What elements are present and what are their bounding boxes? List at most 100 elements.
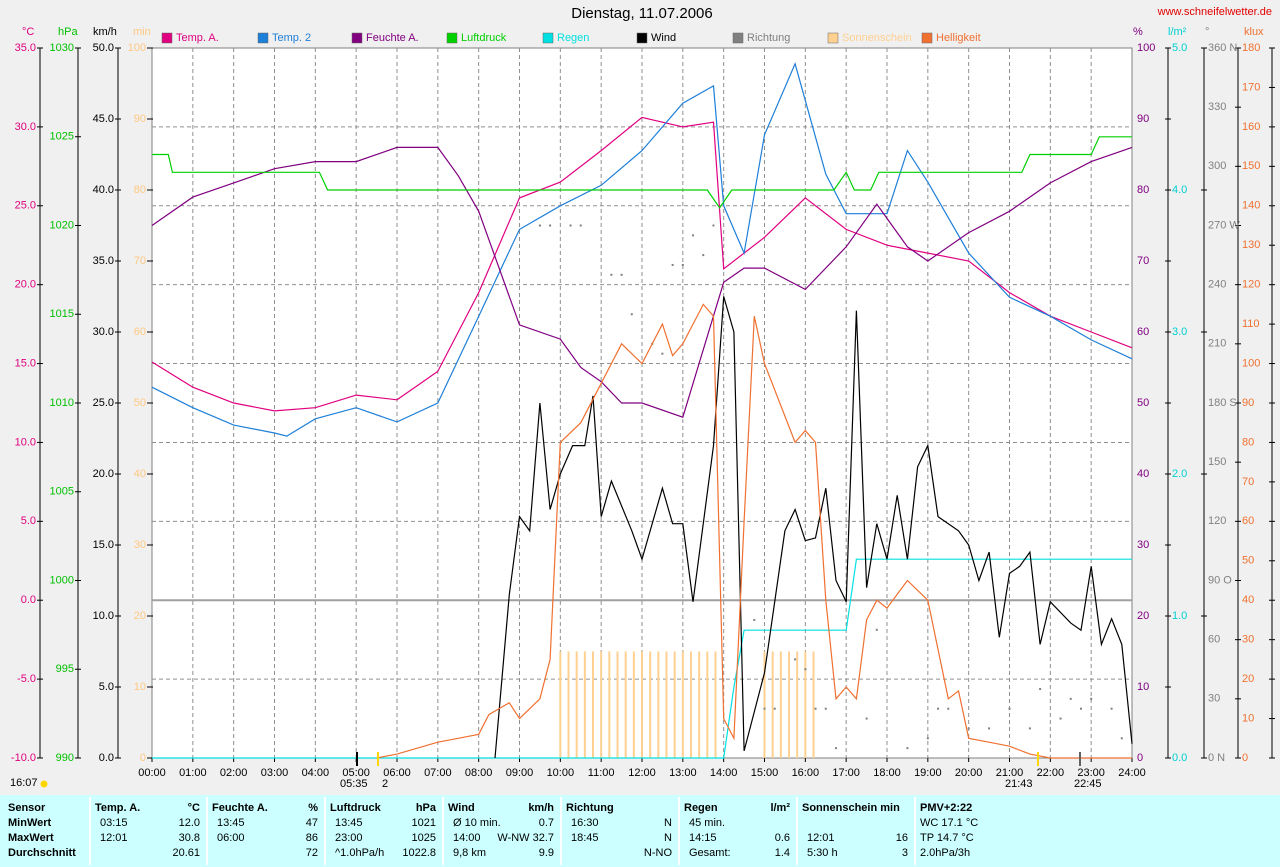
y-tick-label: 1025 bbox=[50, 131, 74, 143]
table-cell: 47 bbox=[306, 817, 318, 829]
x-tick-label: 06:00 bbox=[383, 767, 411, 779]
table-header-unit: km/h bbox=[528, 802, 554, 814]
legend-label: Luftdruck bbox=[461, 32, 507, 44]
grid bbox=[37, 47, 1275, 762]
table-cell: 13:45 bbox=[335, 817, 363, 829]
legend-label: Wind bbox=[651, 32, 676, 44]
point bbox=[1110, 707, 1113, 710]
legend-label: Sonnenschein bbox=[842, 32, 912, 44]
table-header: Sonnenschein min bbox=[802, 802, 900, 814]
x-tick-label: 12:00 bbox=[628, 767, 656, 779]
y-tick-label: 140 bbox=[1242, 200, 1260, 212]
y-tick-label: 0.0 bbox=[1172, 752, 1187, 764]
table-cell: TP 14.7 °C bbox=[920, 832, 974, 844]
y-tick-label: 80 bbox=[134, 184, 146, 196]
table-header: Temp. A. bbox=[95, 802, 140, 814]
x-tick-label: 19:00 bbox=[914, 767, 942, 779]
point bbox=[1120, 737, 1123, 740]
y-tick-label: 20.0 bbox=[93, 468, 114, 480]
legend-swatch bbox=[351, 32, 363, 44]
table-header: Sensor bbox=[8, 802, 46, 814]
y-tick-label: 0.0 bbox=[21, 594, 36, 606]
point bbox=[1028, 727, 1031, 730]
table-cell: 13:45 bbox=[217, 817, 245, 829]
point bbox=[702, 254, 705, 257]
table-cell: 1022.8 bbox=[402, 847, 436, 859]
chart-title: Dienstag, 11.07.2006 bbox=[571, 5, 713, 22]
y-tick-label: 4.0 bbox=[1172, 184, 1187, 196]
y-tick-label: 25.0 bbox=[15, 200, 36, 212]
series-line bbox=[151, 62, 1133, 437]
point bbox=[753, 618, 756, 621]
table-header: PMV+2:22 bbox=[920, 802, 972, 814]
x-tick-label: 00:00 bbox=[138, 767, 166, 779]
source-url: www.schneifelwetter.de bbox=[1157, 6, 1272, 18]
point bbox=[569, 224, 572, 227]
y-tick-label: 2.0 bbox=[1172, 468, 1187, 480]
series-line bbox=[152, 558, 1132, 759]
y-tick-label: 15.0 bbox=[15, 357, 36, 369]
table-header-unit: l/m² bbox=[770, 802, 790, 814]
point bbox=[906, 747, 909, 750]
x-tick-label: 11:00 bbox=[588, 767, 615, 779]
point bbox=[865, 717, 868, 720]
table-cell: 18:45 bbox=[571, 832, 599, 844]
table-cell: 16 bbox=[896, 832, 908, 844]
y-tick-label: 30.0 bbox=[93, 326, 114, 338]
point bbox=[875, 628, 878, 631]
point bbox=[538, 224, 541, 227]
y-tick-label: 80 bbox=[1242, 436, 1254, 448]
table-cell: 45 min. bbox=[689, 817, 725, 829]
table-cell: Ø 10 min. bbox=[453, 817, 501, 829]
x-tick-label: 02:00 bbox=[220, 767, 248, 779]
point bbox=[712, 224, 715, 227]
table-cell: 14:15 bbox=[689, 832, 717, 844]
y-tick-label: 100 bbox=[1137, 42, 1155, 54]
point bbox=[926, 737, 929, 740]
y-tick-label: 1020 bbox=[50, 219, 74, 231]
axis-unit: klux bbox=[1244, 26, 1264, 38]
y-tick-label: 10 bbox=[1242, 712, 1254, 724]
table-cell: 16:30 bbox=[571, 817, 599, 829]
y-tick-label: 360 N bbox=[1208, 42, 1237, 54]
table-cell: 12:01 bbox=[807, 832, 835, 844]
legend-swatch bbox=[921, 32, 933, 44]
point bbox=[937, 707, 940, 710]
time-note: 22:45 bbox=[1074, 778, 1102, 790]
table-cell: 72 bbox=[306, 847, 318, 859]
legend-swatch bbox=[161, 32, 173, 44]
y-tick-label: 1.0 bbox=[1172, 610, 1187, 622]
y-tick-label: 20.0 bbox=[15, 279, 36, 291]
x-tick-label: 14:00 bbox=[710, 767, 738, 779]
table-cell: ^1.0hPa/h bbox=[335, 847, 384, 859]
y-tick-label: 0 bbox=[1242, 752, 1248, 764]
y-tick-label: 45.0 bbox=[93, 113, 114, 125]
table-cell: 1021 bbox=[412, 817, 436, 829]
y-tick-label: 50 bbox=[134, 397, 146, 409]
y-tick-label: 130 bbox=[1242, 239, 1260, 251]
y-tick-label: 150 bbox=[1208, 456, 1226, 468]
point bbox=[794, 658, 797, 661]
y-tick-label: 30 bbox=[1208, 693, 1220, 705]
legend-label: Richtung bbox=[747, 32, 790, 44]
y-tick-label: 160 bbox=[1242, 121, 1260, 133]
axis-unit: % bbox=[1133, 26, 1143, 38]
x-tick-label: 08:00 bbox=[465, 767, 493, 779]
point bbox=[947, 707, 950, 710]
y-tick-label: 30.0 bbox=[15, 121, 36, 133]
y-tick-label: 20 bbox=[134, 610, 146, 622]
table-cell: WC 17.1 °C bbox=[920, 817, 978, 829]
table-header: Luftdruck bbox=[330, 802, 382, 814]
point bbox=[1008, 707, 1011, 710]
y-tick-label: 30 bbox=[1137, 539, 1149, 551]
x-tick-label: 21:00 bbox=[996, 767, 1024, 779]
table-cell: N bbox=[664, 832, 672, 844]
y-tick-label: 10.0 bbox=[15, 436, 36, 448]
y-tick-label: 10 bbox=[134, 681, 146, 693]
x-tick-label: 20:00 bbox=[955, 767, 983, 779]
table-cell: N bbox=[664, 817, 672, 829]
x-tick-label: 18:00 bbox=[873, 767, 901, 779]
x-tick-label: 05:00 bbox=[342, 767, 370, 779]
y-tick-label: 10.0 bbox=[93, 610, 114, 622]
